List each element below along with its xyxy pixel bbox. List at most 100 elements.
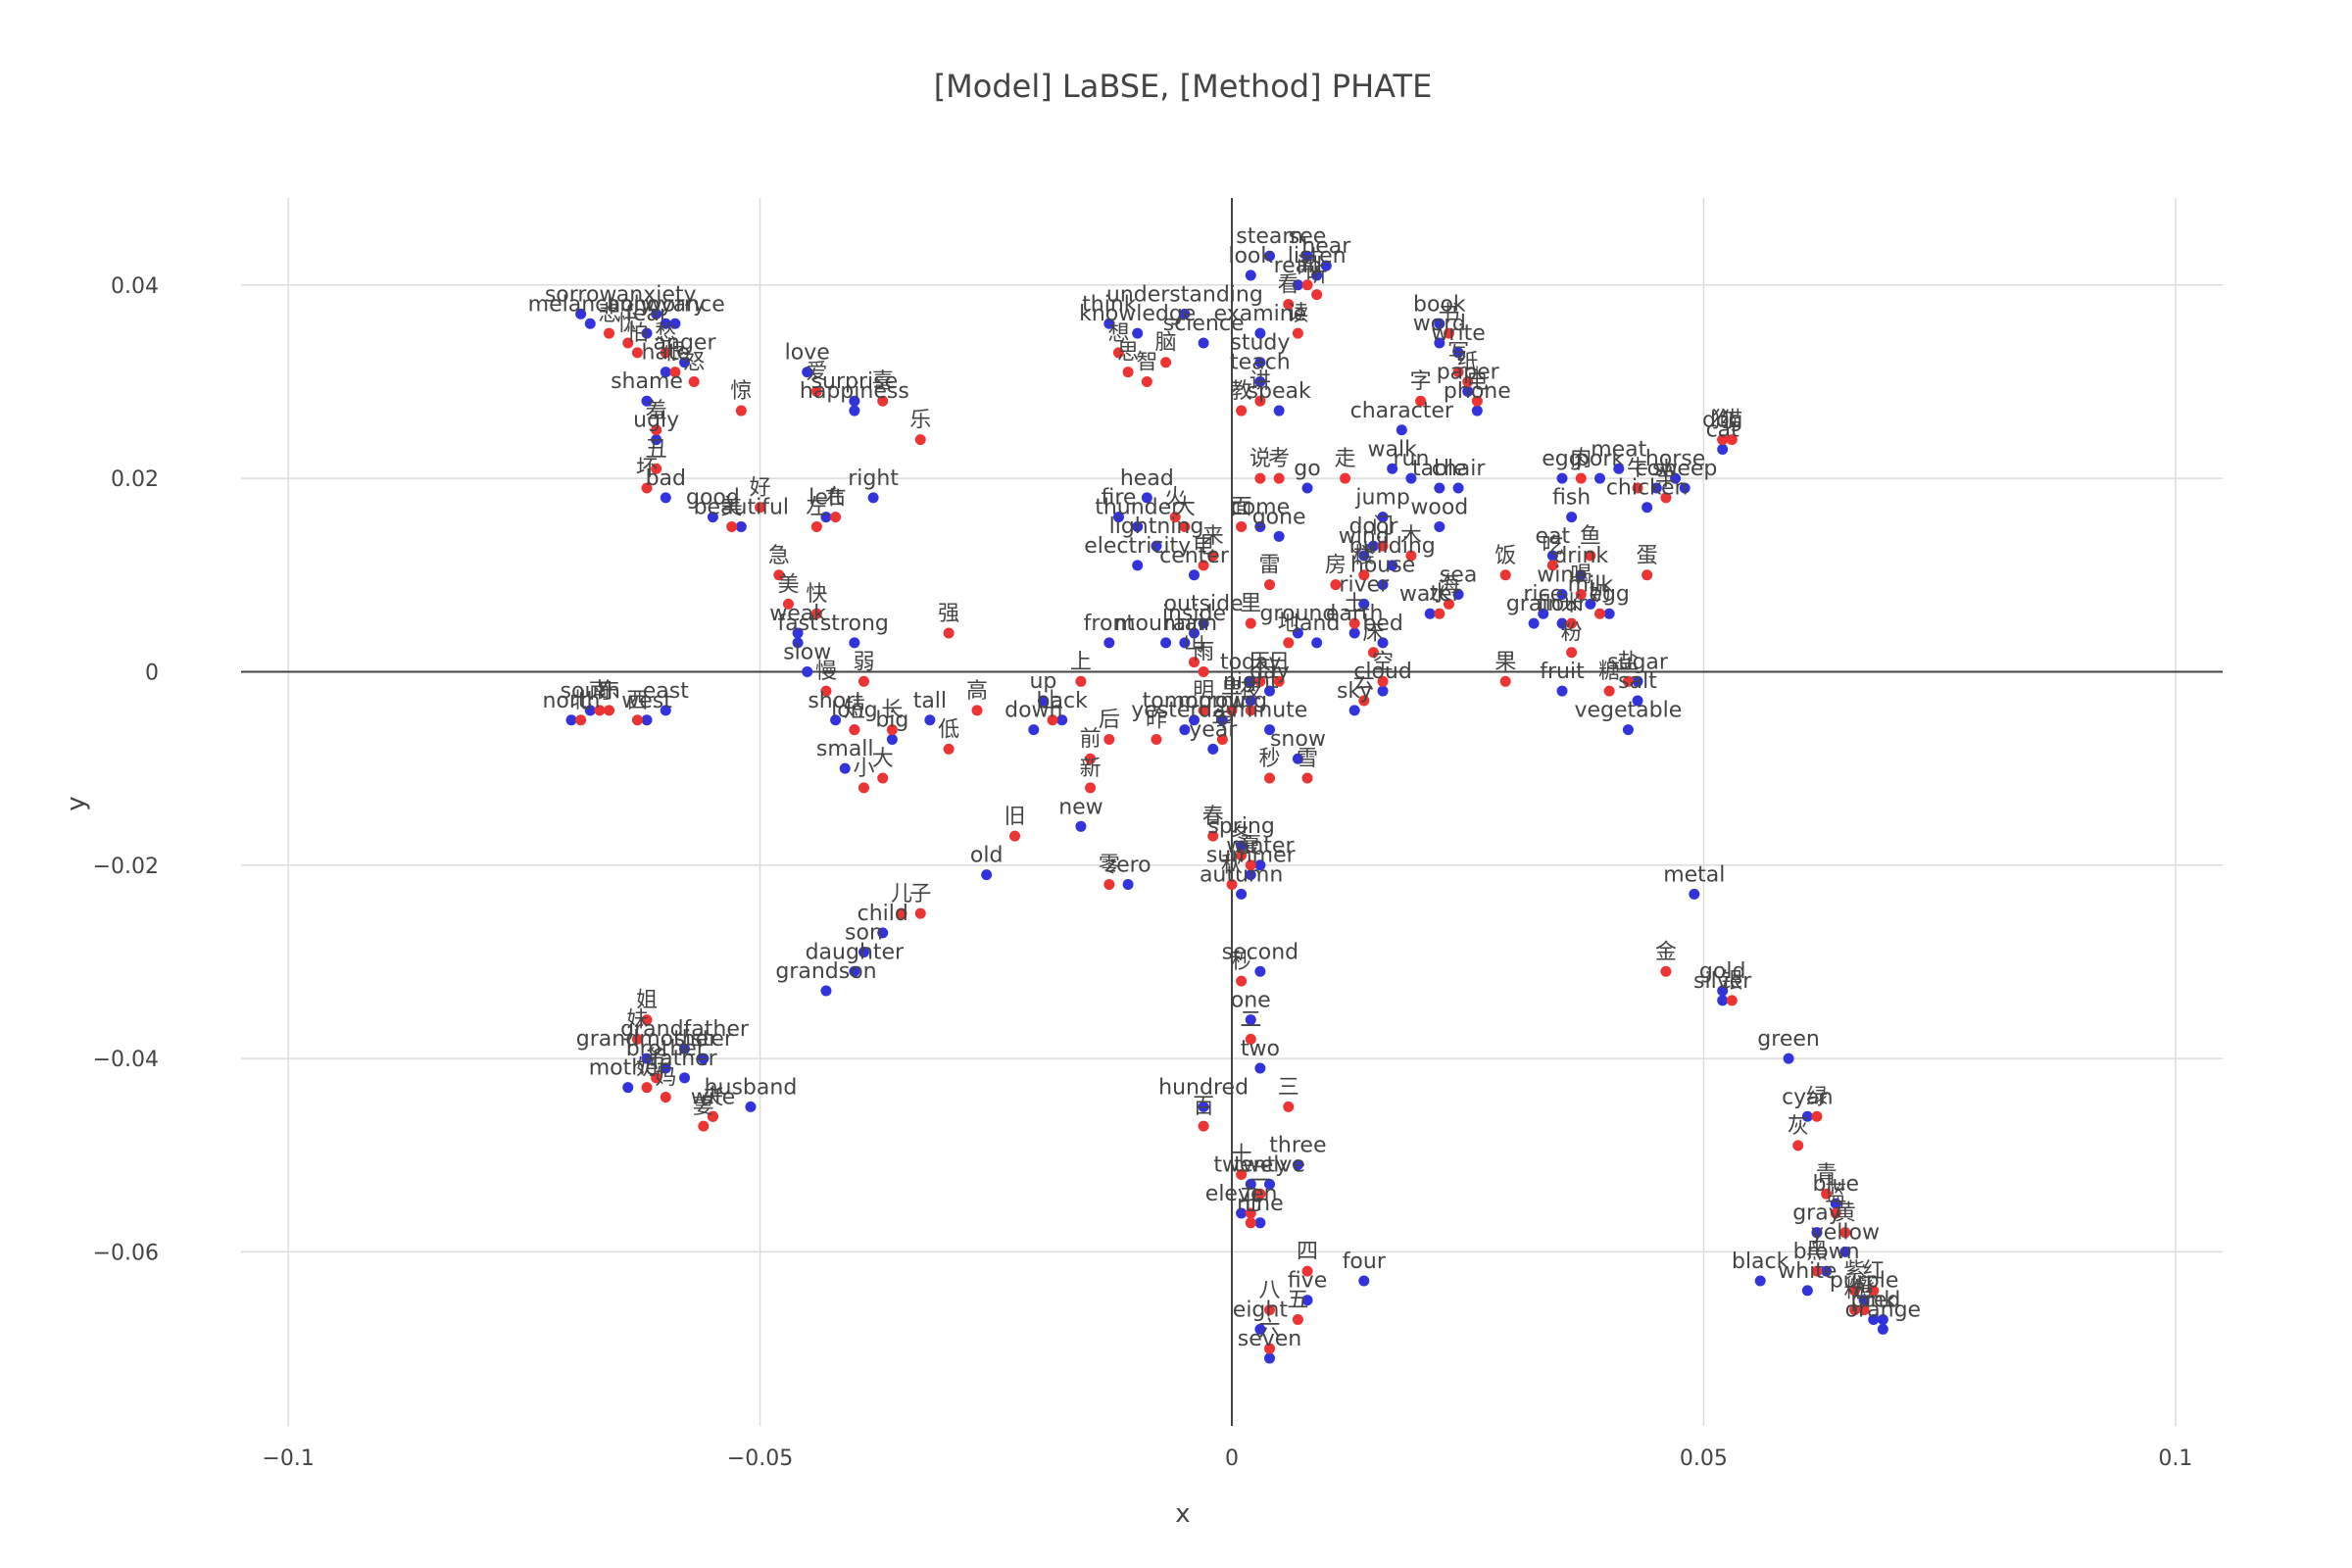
point-label: 爱 [806,360,827,384]
point-label: 冬 [1231,824,1252,849]
data-point [1311,289,1323,301]
point-label: night [1223,669,1279,694]
data-point [1254,1323,1266,1335]
data-point [1868,1285,1880,1297]
point-label: three [1269,1134,1326,1158]
point-label: five [1288,1269,1327,1294]
point-label: father [652,1047,717,1071]
point-label: 吃 [1542,534,1563,559]
point-label: 上 [1042,689,1063,713]
data-point [1292,753,1303,764]
data-point [594,705,606,716]
data-point [1499,569,1511,581]
point-label: sugar [1607,650,1669,674]
data-point [1348,627,1360,639]
point-label: child [858,902,908,926]
point-label: read [1274,254,1323,278]
point-label: 愁 [655,321,676,346]
point-label: 十 [1231,1143,1252,1167]
data-point [1273,472,1285,484]
point-label: 面 [1231,495,1252,519]
point-label: wind [1339,524,1390,549]
data-point [631,347,643,359]
point-label: walk [1368,437,1418,462]
point-label: up [1029,669,1056,694]
point-label: son [845,921,883,946]
x-tick-label: −0.1 [262,1446,314,1471]
data-point [1254,375,1266,387]
point-label: wife [691,1085,735,1109]
point-label: drink [1553,544,1608,568]
data-point [1226,705,1238,716]
data-point [660,1062,671,1074]
point-label: 电 [1193,534,1214,559]
data-point [1264,1304,1276,1316]
data-point [1198,665,1209,677]
data-point [679,1072,691,1084]
point-label: grandmother [576,1027,718,1052]
data-point [1254,520,1266,532]
data-point [820,985,832,997]
point-label: 书 [1438,302,1459,326]
data-point [1839,1246,1851,1257]
point-label: steam [1236,224,1303,249]
point-label: think [1082,292,1137,317]
data-point [1292,1159,1303,1171]
data-point [1377,675,1389,687]
point-label: 盐 [1617,650,1639,674]
point-label: hear [1301,234,1351,259]
x-tick-label: −0.05 [727,1446,793,1471]
data-point [1717,995,1729,1006]
data-point [1198,705,1209,716]
data-point [1566,647,1578,659]
data-point [886,734,898,746]
point-label: autumn [1200,862,1283,887]
points-layer [565,250,1888,1364]
data-point [943,627,955,639]
data-point [792,637,804,649]
data-point [849,405,860,416]
point-label: 旧 [1004,805,1026,829]
point-label: 银 [1721,969,1742,994]
point-label: twenty [1213,1152,1288,1177]
data-point [726,520,738,532]
point-label: 西 [626,689,648,713]
point-label: brown [1793,1240,1860,1264]
data-point [1292,327,1303,339]
data-point [1632,675,1643,687]
point-label: 雨 [1193,640,1214,664]
data-point [679,357,691,368]
data-point [1179,308,1191,319]
data-point [604,705,615,716]
data-point [1264,685,1276,697]
data-point [1075,675,1087,687]
point-label: salt [1618,669,1657,694]
point-label: spring [1207,814,1275,839]
data-point [1358,569,1370,581]
point-label: 果 [1494,650,1516,674]
data-point [858,675,869,687]
data-point [1207,550,1219,562]
point-label: knowledge [1079,302,1196,326]
point-label: jump [1354,486,1409,511]
point-label: land [1294,612,1341,636]
data-point [641,1082,653,1094]
data-point [1848,1285,1860,1297]
point-label: one [1231,989,1271,1013]
data-point [849,724,860,736]
data-point [631,1033,643,1045]
data-point [820,512,832,523]
point-label: 纸 [1457,350,1479,374]
data-point [1245,675,1256,687]
data-point [1207,830,1219,842]
point-label: 秒 [1231,950,1252,974]
point-label: 粉 [1843,1279,1865,1303]
point-label: green [1757,1027,1820,1052]
point-label: 恨 [664,341,686,366]
point-label: 低 [938,717,959,742]
point-label: hate [641,341,690,366]
point-label: 红 [1863,1259,1885,1284]
data-point [1367,540,1379,552]
point-label: tall [913,689,947,713]
point-label: north [542,689,600,713]
